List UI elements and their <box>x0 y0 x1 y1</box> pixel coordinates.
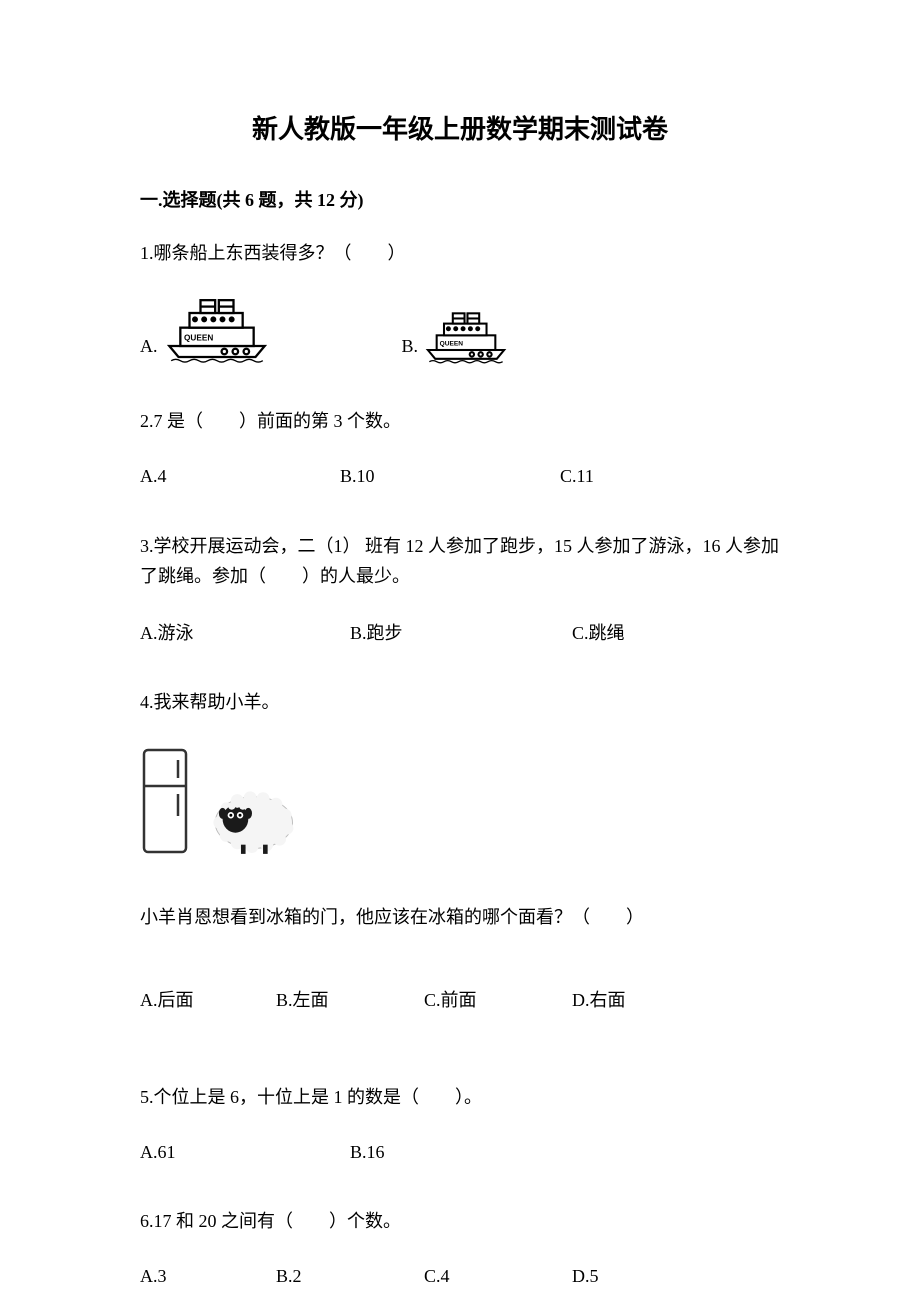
q2-text: 2.7 是（ ）前面的第 3 个数。 <box>140 408 780 435</box>
q3-text: 3.学校开展运动会，二（1） 班有 12 人参加了跑步，15 人参加了游泳，16… <box>140 532 780 591</box>
q5-optB: B.16 <box>350 1139 385 1166</box>
question-3: 3.学校开展运动会，二（1） 班有 12 人参加了跑步，15 人参加了游泳，16… <box>140 532 780 646</box>
svg-text:QUEEN: QUEEN <box>440 340 464 347</box>
q2-optC: C.11 <box>560 463 594 490</box>
q4-text1: 4.我来帮助小羊。 <box>140 689 780 716</box>
section-1-header: 一.选择题(共 6 题，共 12 分) <box>140 187 780 214</box>
ship-large-icon: QUEEN <box>162 291 272 372</box>
q3-optA: A.游泳 <box>140 620 350 647</box>
sheep-icon <box>206 780 298 864</box>
q4-optD: D.右面 <box>572 987 626 1014</box>
fridge-icon <box>140 746 190 864</box>
q4-text2: 小羊肖恩想看到冰箱的门，他应该在冰箱的哪个面看？（ ） <box>140 904 780 931</box>
q2-optA: A.4 <box>140 463 340 490</box>
exam-title: 新人教版一年级上册数学期末测试卷 <box>140 110 780 149</box>
q6-options: A.3 B.2 C.4 D.5 <box>140 1263 780 1290</box>
q6-optB: B.2 <box>276 1263 424 1290</box>
q6-optA: A.3 <box>140 1263 276 1290</box>
question-2: 2.7 是（ ）前面的第 3 个数。 A.4 B.10 C.11 <box>140 408 780 490</box>
q1-optB-label: B. <box>402 333 419 360</box>
q5-options: A.61 B.16 <box>140 1139 780 1166</box>
q5-optA: A.61 <box>140 1139 350 1166</box>
q3-optC: C.跳绳 <box>572 620 625 647</box>
q4-optA: A.后面 <box>140 987 276 1014</box>
question-1: 1.哪条船上东西装得多？（ ） A. <box>140 240 780 372</box>
q2-options: A.4 B.10 C.11 <box>140 463 780 490</box>
q6-text: 6.17 和 20 之间有（ ）个数。 <box>140 1208 780 1235</box>
question-5: 5.个位上是 6，十位上是 1 的数是（ ）。 A.61 B.16 <box>140 1084 780 1166</box>
question-6: 6.17 和 20 之间有（ ）个数。 A.3 B.2 C.4 D.5 <box>140 1208 780 1290</box>
q1-image-row: A. <box>140 291 780 372</box>
q1-text: 1.哪条船上东西装得多？（ ） <box>140 240 780 267</box>
q4-optC: C.前面 <box>424 987 572 1014</box>
q4-options: A.后面 B.左面 C.前面 D.右面 <box>140 987 780 1014</box>
q6-optC: C.4 <box>424 1263 572 1290</box>
q4-image-row <box>140 746 780 864</box>
q6-optD: D.5 <box>572 1263 599 1290</box>
svg-text:QUEEN: QUEEN <box>184 333 213 342</box>
q2-optB: B.10 <box>340 463 560 490</box>
q3-optB: B.跑步 <box>350 620 572 647</box>
q5-text: 5.个位上是 6，十位上是 1 的数是（ ）。 <box>140 1084 780 1111</box>
q1-option-a: A. <box>140 291 272 372</box>
ship-small-icon: QUEEN <box>422 306 510 373</box>
q1-optA-label: A. <box>140 333 158 360</box>
q3-options: A.游泳 B.跑步 C.跳绳 <box>140 620 780 647</box>
question-4: 4.我来帮助小羊。 <box>140 689 780 1014</box>
q1-option-b: B. <box>402 306 511 373</box>
q4-optB: B.左面 <box>276 987 424 1014</box>
